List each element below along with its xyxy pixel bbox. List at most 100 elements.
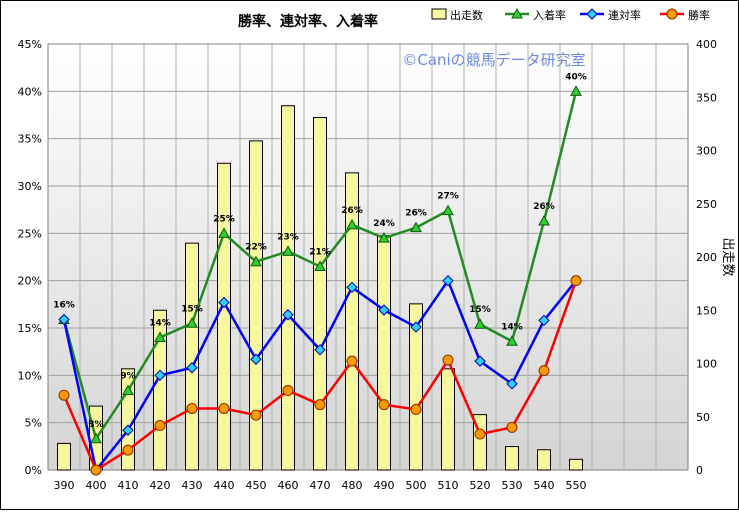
bar [249,140,263,471]
circle-marker [506,421,518,433]
y-left-tick-label: 20% [18,275,42,288]
triangle-marker [186,317,198,328]
y-left-tick-label: 30% [18,180,42,193]
data-label: 40% [565,72,587,82]
triangle-marker [410,221,422,233]
y-left-tick-label: 45% [18,38,42,51]
circle-marker [218,402,230,414]
x-tick-label: 400 [86,479,107,492]
x-tick-label: 420 [150,479,171,492]
triangle-marker [570,85,582,96]
diamond-marker [410,321,422,333]
diamond-marker [282,309,294,321]
bar [537,449,551,471]
y-right-tick-label: 300 [696,145,717,158]
x-tick-label: 390 [54,479,75,492]
data-label: 23% [277,232,299,242]
circle-marker [410,403,422,415]
y-left-tick-label: 40% [18,85,42,98]
x-tick-label: 510 [438,479,459,492]
x-tick-label: 520 [470,479,491,492]
triangle-marker [218,227,230,238]
circle-marker [570,275,582,287]
data-label: 14% [149,318,171,328]
bar [153,309,167,471]
diamond-marker [250,353,262,365]
chart-title: 勝率、連対率、入着率 [238,13,378,30]
data-label: 25% [213,214,235,224]
x-tick-label: 410 [118,479,139,492]
y-right-tick-label: 0 [696,464,703,477]
data-label: 15% [469,305,491,315]
y-right-tick-label: 150 [696,304,717,317]
diamond-marker [122,424,134,436]
diamond-marker [58,313,70,326]
diamond-marker [186,362,198,374]
x-tick-label: 550 [566,479,587,492]
circle-marker [314,399,326,411]
circle-marker [250,409,262,421]
bar [313,116,327,471]
circle-marker [378,399,390,411]
legend-label: 出走数 [450,8,483,22]
circle-marker [346,355,358,367]
watermark: ©Caniの競馬データ研究室 [402,51,585,69]
triangle-marker [250,255,262,267]
legend-label: 入着率 [533,8,566,22]
triangle-marker [346,218,358,230]
diamond-marker [346,281,358,294]
x-tick-label: 440 [214,479,235,492]
data-label: 26% [405,209,427,219]
data-label: 24% [373,219,395,229]
x-tick-label: 530 [502,479,523,492]
triangle-marker [474,318,486,329]
triangle-marker [282,245,294,256]
diamond-marker [218,296,230,309]
data-label: 27% [437,192,459,202]
y-left-tick-label: 35% [18,133,42,146]
bar [377,235,391,471]
bar [345,172,359,471]
y-right-tick-label: 200 [696,251,717,264]
legend-label: 連対率 [608,8,641,22]
legend-swatch-bar [431,8,447,20]
x-tick-label: 540 [534,479,555,492]
bar [217,162,231,471]
bar [281,105,295,471]
y-right-axis-label: 出走数 [720,237,735,276]
data-label: 21% [309,247,331,257]
diamond-marker [314,344,326,356]
data-label: 26% [533,202,555,212]
bar [409,303,423,471]
circle-marker [58,389,70,401]
data-label: 26% [341,206,363,216]
y-right-tick-label: 350 [696,91,717,104]
triangle-marker [442,204,454,216]
triangle-marker [90,432,102,444]
data-label: 14% [501,322,523,332]
y-left-tick-label: 15% [18,322,42,335]
x-tick-label: 480 [342,479,363,492]
bar [57,442,71,471]
circle-marker [474,428,486,440]
x-tick-label: 460 [278,479,299,492]
diamond-marker [154,369,166,382]
x-tick-label: 490 [374,479,395,492]
circle-marker [538,365,550,377]
triangle-marker [506,335,518,346]
y-left-tick-label: 0% [25,464,42,477]
bar [569,458,583,471]
bar [441,368,455,471]
bar [505,446,519,471]
diamond-marker [506,378,518,390]
circle-marker [666,8,678,20]
diamond-marker [442,274,454,287]
circle-marker [90,464,102,476]
triangle-marker [154,331,166,342]
y-right-tick-label: 250 [696,198,717,211]
triangle-marker [511,7,523,19]
data-label: 22% [245,243,267,253]
y-left-tick-label: 10% [18,369,42,382]
